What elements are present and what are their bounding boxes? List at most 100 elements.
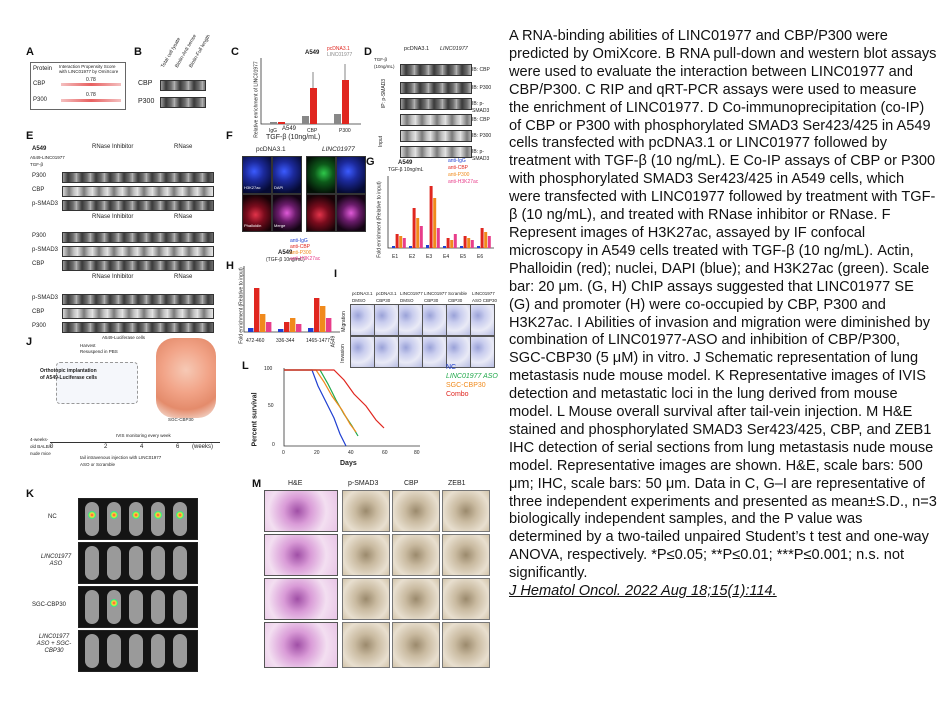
ivis-image-row — [78, 498, 198, 540]
x-tick: 80 — [414, 450, 420, 456]
panel-a: A Protein Interaction Propensity Score w… — [26, 40, 126, 112]
row-label: CBP — [138, 80, 153, 87]
ip-label: IP: p-SMAD3 — [381, 78, 388, 109]
mouse-image — [107, 546, 121, 580]
mouse-image — [85, 546, 99, 580]
panel-j: J A549-Luciferase cells Harvest Resuspen… — [26, 332, 226, 478]
invasion-image — [470, 336, 495, 368]
category-label: E4 — [443, 254, 450, 260]
condition-header: RNase — [174, 214, 193, 220]
category-label: E1 — [392, 254, 399, 260]
signal-spot — [132, 511, 140, 519]
survival-curve-aso — [284, 369, 359, 437]
bar — [419, 226, 423, 248]
migration-image — [350, 304, 375, 336]
schema-step: A549-Luciferase cells — [102, 335, 146, 340]
citation-link[interactable]: J Hematol Oncol. 2022 Aug 18;15(1):114. — [509, 583, 777, 600]
signal-spot — [154, 511, 162, 519]
category-label: E3 — [426, 254, 433, 260]
condition-header: RNase — [174, 274, 193, 280]
bar — [402, 238, 406, 248]
y-tick: 50 — [268, 403, 274, 409]
table-header-right: Interaction Propensity Score with LINC01… — [59, 64, 119, 74]
figure-caption: A RNA-binding abilities of LINC01977 and… — [509, 28, 937, 601]
bar — [429, 186, 433, 248]
schema-step: tail intravenous injection with LINC0197… — [80, 455, 162, 467]
mouse-image — [173, 546, 187, 580]
col-label: p-SMAD3 — [348, 480, 379, 487]
mouse-image — [173, 590, 187, 624]
ihc-image — [392, 534, 440, 576]
condition-header: RNase Inhibitor — [92, 214, 134, 220]
panel-letter: M — [252, 478, 262, 490]
mouse-image — [173, 634, 187, 668]
category-label: 1465-1477 — [306, 338, 330, 344]
score-bar-cbp — [61, 83, 121, 86]
row-label: P300 — [138, 98, 155, 105]
western-blot — [62, 246, 214, 257]
bar — [409, 246, 412, 248]
row-label-cbp: CBP — [33, 81, 46, 87]
panel-m: M H&E p-SMAD3 CBP ZEB1 — [252, 478, 498, 670]
x-tick: 60 — [382, 450, 388, 456]
legend-item: anti-H3K27ac — [290, 256, 321, 262]
mouse-image — [129, 634, 143, 668]
x-tick: 0 — [282, 450, 285, 456]
western-blot — [400, 130, 472, 142]
y-axis-label: Percent survival — [251, 392, 259, 447]
bar — [426, 245, 429, 248]
condition-label: A549-LINC01977 TGF-β — [30, 155, 65, 167]
mouse-image — [151, 502, 165, 536]
bar — [399, 236, 403, 248]
legend-item: anti-CBP — [448, 165, 469, 171]
category-label: 336-344 — [276, 338, 295, 344]
microscopy-image — [242, 156, 272, 194]
chart-g-svg — [387, 176, 494, 249]
invasion-image — [350, 336, 375, 368]
treatment-label: TGF-β (10ng/mL) — [374, 57, 395, 69]
panel-letter: K — [26, 488, 34, 500]
timeline-axis — [50, 442, 220, 443]
bar — [467, 238, 471, 248]
migration-image — [374, 304, 399, 336]
legend-item: LINC01977 — [327, 52, 353, 58]
microscopy-image — [336, 156, 366, 194]
ihc-image — [342, 490, 390, 532]
panel-letter: C — [231, 46, 239, 58]
col-label: pcDNA3.1 DMSO — [352, 291, 373, 303]
condition-header: RNase Inhibitor — [92, 274, 134, 280]
schema-step: 4-weeks-old BALB/c nude mice — [30, 437, 53, 456]
bar — [480, 228, 484, 248]
cell-line-label: A549 — [32, 146, 47, 152]
legend-item: anti-CBP — [290, 244, 311, 250]
row-label: SGC-CBP30 — [32, 602, 67, 608]
he-image — [264, 490, 338, 532]
mouse-image — [151, 590, 165, 624]
panel-g: G A549 TGF-β 10ng/mL anti-IgG anti-CBP a… — [366, 156, 498, 266]
ihc-image — [342, 578, 390, 620]
bar — [260, 314, 266, 332]
bar — [463, 236, 467, 248]
blot-row-label: p-SMAD3 — [32, 295, 59, 301]
x-axis-label: Days — [340, 460, 357, 467]
omixcore-table: Protein Interaction Propensity Score wit… — [30, 62, 126, 110]
legend-item: LINC01977 ASO — [446, 373, 498, 380]
survival-curve-combo — [284, 369, 385, 429]
category-label: E5 — [460, 254, 467, 260]
row-label: Migration — [340, 311, 347, 332]
col-label: ZEB1 — [448, 480, 466, 487]
panel-f: F A549 TGF-β (10ng/mL) pcDNA3.1 LINC0197… — [226, 126, 366, 246]
ihc-image — [392, 622, 440, 668]
panel-k: K NC LINC019 — [26, 484, 206, 672]
bar — [443, 246, 446, 248]
bar — [436, 228, 440, 248]
ihc-image — [442, 578, 490, 620]
bar — [310, 88, 317, 124]
timeline-tick: 2 — [104, 444, 108, 450]
bar — [392, 246, 395, 248]
ihc-image — [442, 622, 490, 668]
legend-item: anti-P300 — [448, 172, 470, 178]
figure-panel: A Protein Interaction Propensity Score w… — [26, 33, 498, 672]
chart-title: A549 — [398, 160, 413, 166]
col-label: LINC01977 — [440, 46, 468, 52]
